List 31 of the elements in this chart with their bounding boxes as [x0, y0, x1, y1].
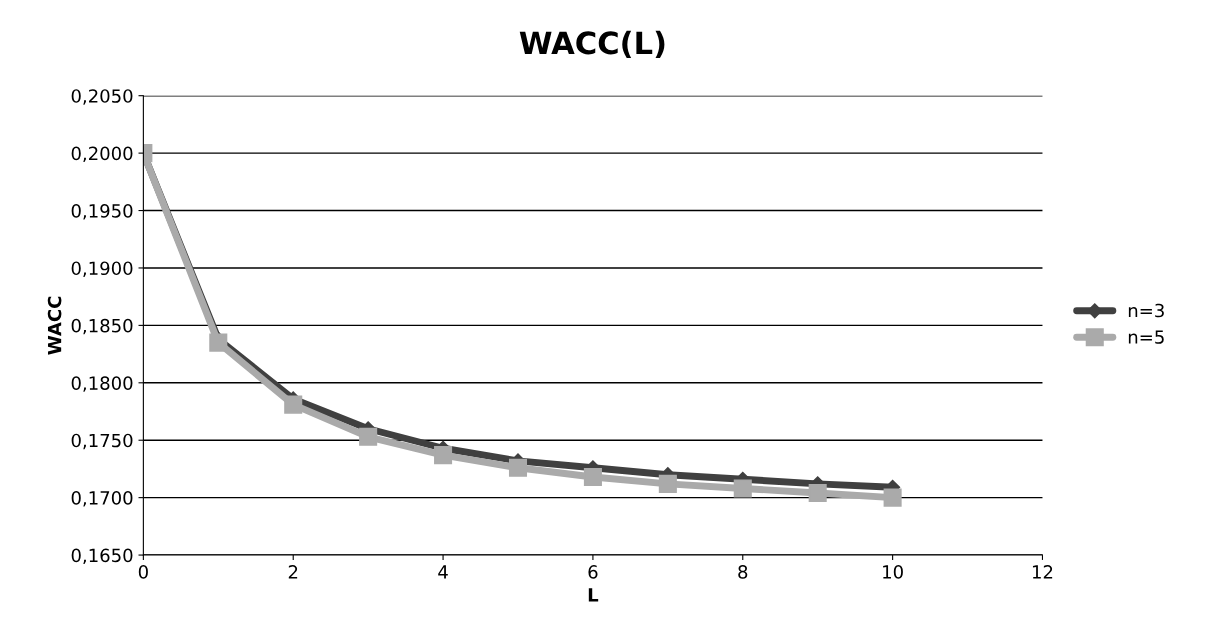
y-tick-label: 0,2000: [71, 146, 133, 163]
x-tick-label: 10: [883, 565, 903, 579]
x-tick-label: 0: [138, 565, 148, 579]
point: [359, 427, 378, 446]
point: [583, 467, 602, 486]
y-tick-label: 0,1850: [71, 318, 133, 335]
x-tick-label: 2: [288, 565, 298, 579]
x-tick-label: 4: [438, 565, 448, 579]
y-axis-title: WACC: [47, 296, 62, 355]
y-tick-label: 0,2050: [71, 89, 133, 105]
y-tick-label: 0,1900: [71, 261, 133, 277]
point: [808, 484, 827, 503]
x-axis-title: L: [588, 588, 599, 602]
point: [434, 446, 453, 465]
point: [658, 474, 677, 493]
y-tick-label: 0,1800: [71, 376, 133, 392]
y-tick-label: 0,1700: [71, 491, 133, 507]
point: [733, 479, 752, 498]
x-tick-label: 6: [588, 565, 598, 579]
x-tick-label: 12: [1032, 565, 1053, 579]
legend-label: n=5: [1128, 330, 1164, 344]
chart-title: WACC(L): [519, 30, 665, 59]
x-tick-label: 8: [738, 565, 748, 579]
point: [284, 395, 303, 414]
point: [508, 458, 528, 477]
point: [209, 333, 228, 352]
legend-label: n=3: [1128, 303, 1164, 318]
y-tick-label: 0,1950: [71, 204, 133, 220]
y-tick-label: 0,1650: [71, 548, 133, 565]
point: [883, 488, 902, 507]
y-tick-label: 0,1750: [71, 433, 133, 450]
